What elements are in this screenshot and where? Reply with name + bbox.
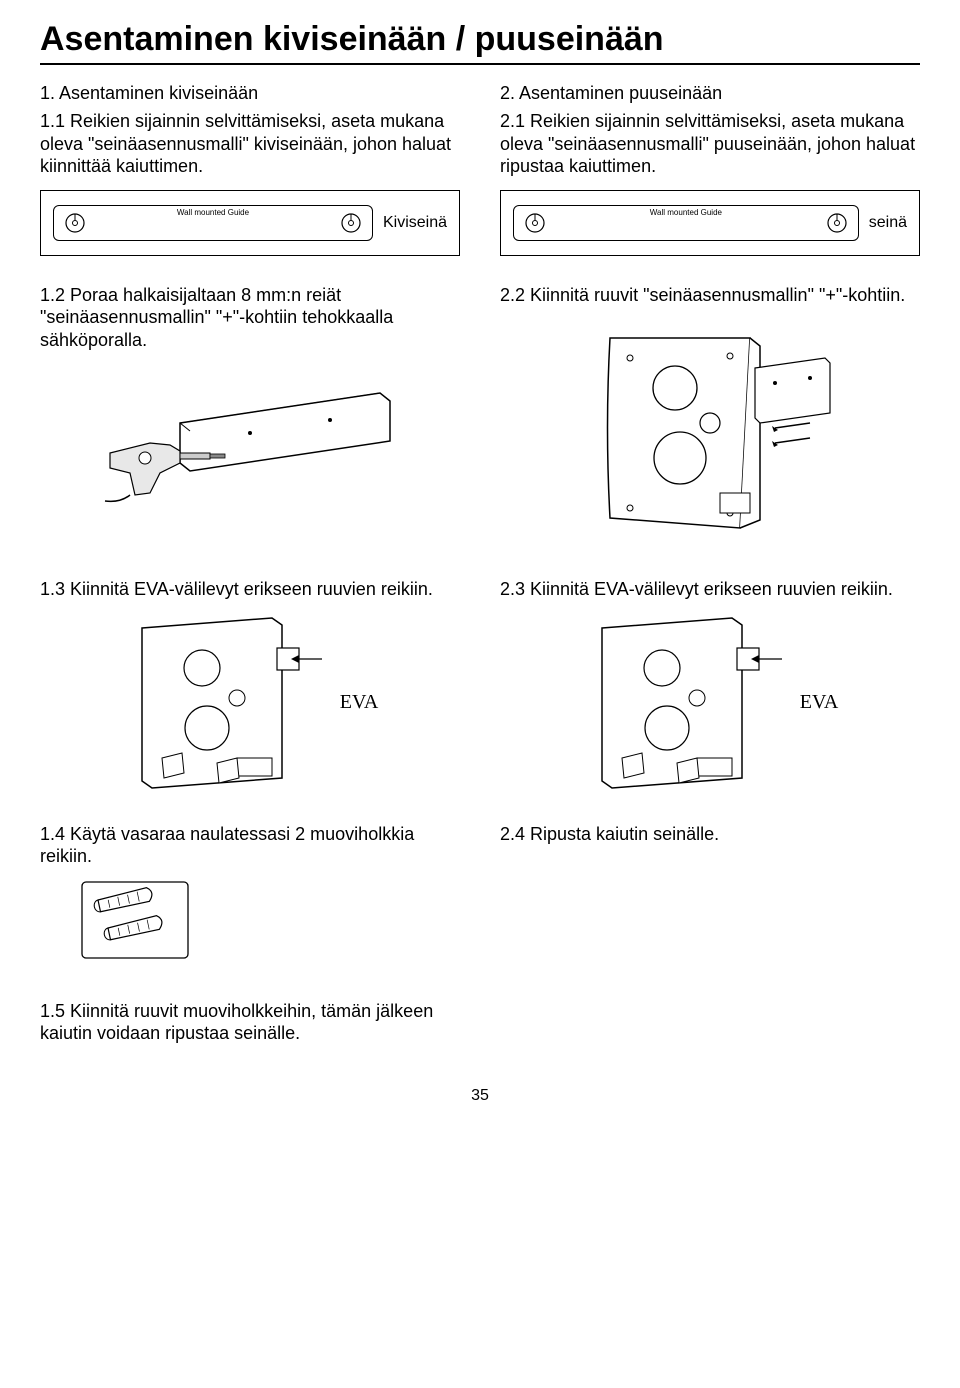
guide-inner-right: Wall mounted Guide (513, 205, 859, 241)
text-1-1: 1.1 Reikien sijainnin selvittämiseksi, a… (40, 110, 460, 178)
heading-2: 2. Asentaminen puuseinään (500, 83, 920, 104)
guide-inner-left: Wall mounted Guide (53, 205, 373, 241)
illus-drill (40, 363, 460, 503)
col-right-3: 2.3 Kiinnitä EVA-välilevyt erikseen ruuv… (500, 578, 920, 793)
illus-eva-right: EVA (500, 613, 920, 793)
guide-box-left: Wall mounted Guide Kiviseinä (40, 190, 460, 256)
row-step3: 1.3 Kiinnitä EVA-välilevyt erikseen ruuv… (40, 578, 920, 793)
text-1-3: 1.3 Kiinnitä EVA-välilevyt erikseen ruuv… (40, 578, 460, 601)
text-2-2: 2.2 Kiinnitä ruuvit "seinäasennusmallin"… (500, 284, 920, 307)
guide-label-right: Wall mounted Guide (650, 208, 722, 217)
eva-label-right: EVA (800, 691, 839, 714)
text-1-4: 1.4 Käytä vasaraa naulatessasi 2 muoviho… (40, 823, 460, 868)
col-left-5: 1.5 Kiinnitä ruuvit muoviholkkeihin, täm… (40, 1000, 460, 1057)
guide-side-label-right: seinä (869, 214, 907, 232)
col-left-2: 1.2 Poraa halkaisijaltaan 8 mm:n reiät "… (40, 284, 460, 549)
col-right-4: 2.4 Ripusta kaiutin seinälle. (500, 823, 920, 970)
col-right: 2. Asentaminen puuseinään 2.1 Reikien si… (500, 83, 920, 284)
row-step4: 1.4 Käytä vasaraa naulatessasi 2 muoviho… (40, 823, 920, 970)
intro-row: 1. Asentaminen kiviseinään 1.1 Reikien s… (40, 83, 920, 284)
col-left-3: 1.3 Kiinnitä EVA-välilevyt erikseen ruuv… (40, 578, 460, 793)
guide-box-right: Wall mounted Guide seinä (500, 190, 920, 256)
mount-hole-icon (524, 212, 546, 234)
guide-side-label-left: Kiviseinä (383, 214, 447, 232)
page-number: 35 (40, 1087, 920, 1105)
heading-1: 1. Asentaminen kiviseinään (40, 83, 460, 104)
text-1-5: 1.5 Kiinnitä ruuvit muoviholkkeihin, täm… (40, 1000, 460, 1045)
title-rule (40, 63, 920, 65)
text-2-3: 2.3 Kiinnitä EVA-välilevyt erikseen ruuv… (500, 578, 920, 601)
col-right-2: 2.2 Kiinnitä ruuvit "seinäasennusmallin"… (500, 284, 920, 549)
mount-hole-icon (64, 212, 86, 234)
col-left: 1. Asentaminen kiviseinään 1.1 Reikien s… (40, 83, 460, 284)
row-step2: 1.2 Poraa halkaisijaltaan 8 mm:n reiät "… (40, 284, 920, 549)
col-left-4: 1.4 Käytä vasaraa naulatessasi 2 muoviho… (40, 823, 460, 970)
eva-label-left: EVA (340, 691, 379, 714)
illus-eva-left: EVA (40, 613, 460, 793)
illus-speaker-screws (500, 318, 920, 538)
text-1-2: 1.2 Poraa halkaisijaltaan 8 mm:n reiät "… (40, 284, 460, 352)
text-2-4: 2.4 Ripusta kaiutin seinälle. (500, 823, 920, 846)
col-right-5-empty (500, 1000, 920, 1057)
text-2-1: 2.1 Reikien sijainnin selvittämiseksi, a… (500, 110, 920, 178)
illus-plugs (80, 880, 460, 960)
page-title: Asentaminen kiviseinään / puuseinään (40, 20, 920, 59)
mount-hole-icon (340, 212, 362, 234)
guide-label-left: Wall mounted Guide (177, 208, 249, 217)
row-step5: 1.5 Kiinnitä ruuvit muoviholkkeihin, täm… (40, 1000, 920, 1057)
mount-hole-icon (826, 212, 848, 234)
